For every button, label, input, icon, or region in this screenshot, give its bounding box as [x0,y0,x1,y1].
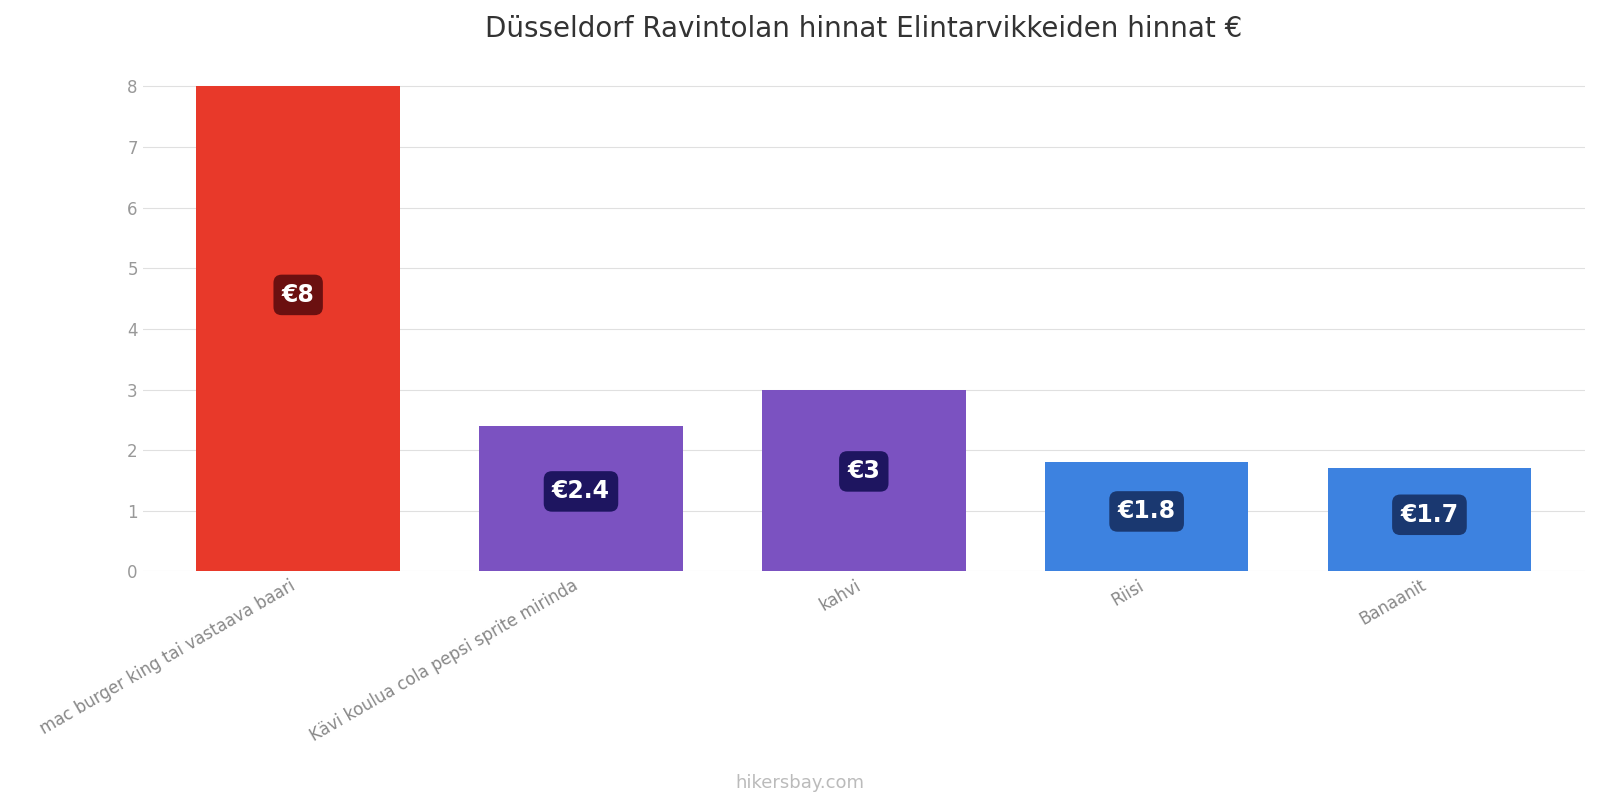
Text: €8: €8 [282,283,315,307]
Bar [197,86,400,571]
Text: €1.7: €1.7 [1400,502,1459,526]
Text: €3: €3 [848,459,880,483]
Bar [762,390,966,571]
Bar [478,426,683,571]
Bar [1328,468,1531,571]
Text: €1.8: €1.8 [1117,499,1176,523]
Text: €2.4: €2.4 [552,479,610,503]
Text: hikersbay.com: hikersbay.com [736,774,864,792]
Bar [1045,462,1248,571]
Title: Düsseldorf Ravintolan hinnat Elintarvikkeiden hinnat €: Düsseldorf Ravintolan hinnat Elintarvikk… [485,15,1243,43]
